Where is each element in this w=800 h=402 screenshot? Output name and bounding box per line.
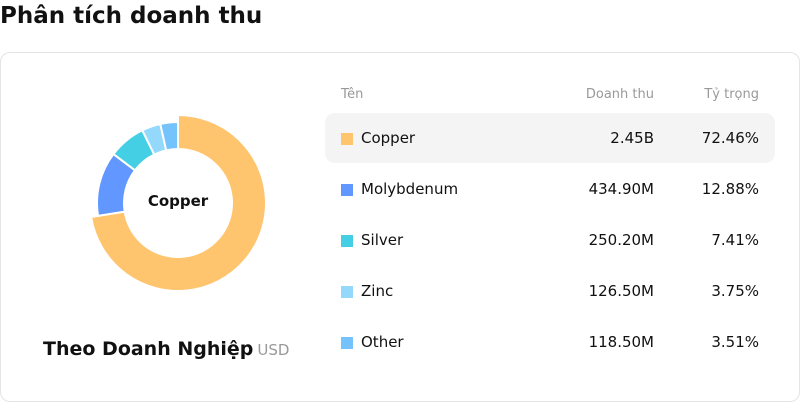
row-revenue: 250.20M xyxy=(588,231,654,249)
donut-slice-copper[interactable] xyxy=(89,113,267,292)
row-revenue: 434.90M xyxy=(588,180,654,198)
color-swatch xyxy=(341,133,353,145)
color-swatch xyxy=(341,184,353,196)
row-name: Zinc xyxy=(361,282,394,300)
donut-center-label: Copper xyxy=(147,192,209,210)
donut-slice-other[interactable] xyxy=(159,120,179,152)
row-revenue: 126.50M xyxy=(588,282,654,300)
row-share: 12.88% xyxy=(701,180,759,198)
row-share: 3.75% xyxy=(711,282,759,300)
subtitle-text: Theo Doanh Nghiệp xyxy=(43,338,254,360)
legend-row-molybdenum[interactable]: Molybdenum 434.90M 12.88% xyxy=(325,164,775,214)
legend-row-zinc[interactable]: Zinc 126.50M 3.75% xyxy=(325,266,775,316)
row-name: Molybdenum xyxy=(361,180,459,198)
row-share: 3.51% xyxy=(711,333,759,351)
page-title: Phân tích doanh thu xyxy=(0,3,263,29)
row-revenue: 2.45B xyxy=(610,129,654,147)
row-share: 72.46% xyxy=(701,129,759,147)
header-name: Tên xyxy=(341,87,364,102)
color-swatch xyxy=(341,337,353,349)
row-revenue: 118.50M xyxy=(588,333,654,351)
color-swatch xyxy=(341,286,353,298)
header-share: Tỷ trọng xyxy=(704,87,759,102)
chart-subtitle: Theo Doanh Nghiệp USD xyxy=(43,338,289,360)
row-share: 7.41% xyxy=(711,231,759,249)
unit-label: USD xyxy=(257,341,290,359)
header-revenue: Doanh thu xyxy=(585,87,654,102)
legend-row-other[interactable]: Other 118.50M 3.51% xyxy=(325,317,775,367)
color-swatch xyxy=(341,235,353,247)
row-name: Silver xyxy=(361,231,404,249)
donut-chart xyxy=(89,113,267,292)
row-name: Other xyxy=(361,333,404,351)
legend-row-copper[interactable]: Copper 2.45B 72.46% xyxy=(325,113,775,163)
legend-row-silver[interactable]: Silver 250.20M 7.41% xyxy=(325,215,775,265)
row-name: Copper xyxy=(361,129,416,147)
